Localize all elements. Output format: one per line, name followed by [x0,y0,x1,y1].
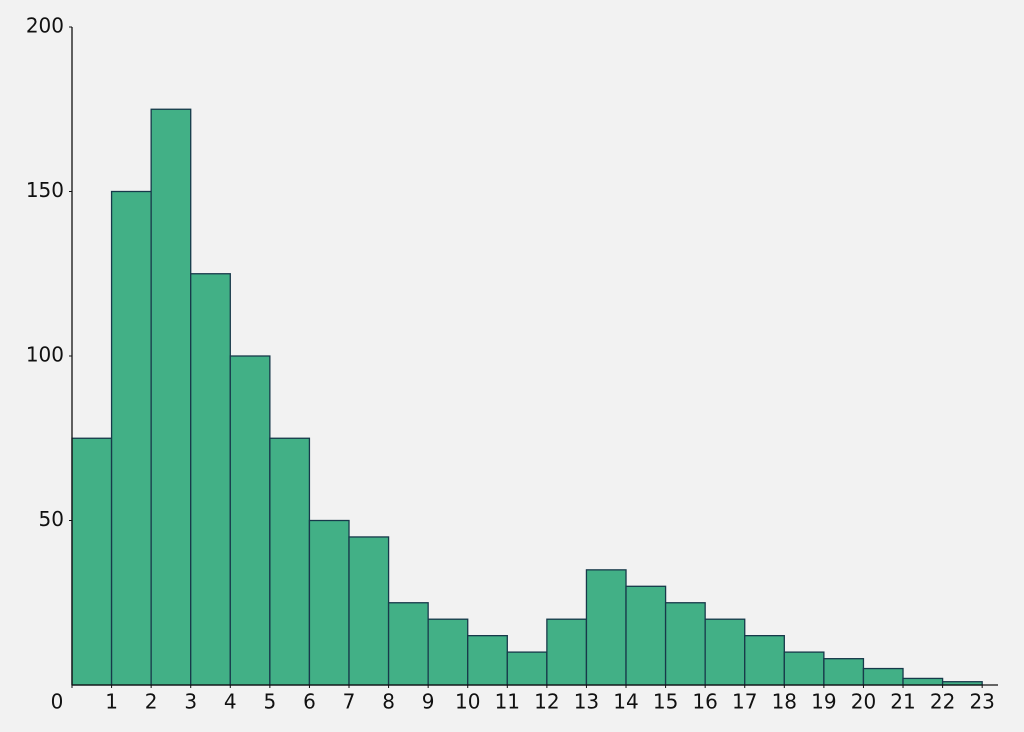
bar [625,585,667,686]
x-tick-label: 2 [145,690,158,714]
x-tick-label: 4 [224,690,237,714]
bar [902,677,944,686]
bar [71,437,113,686]
bar [783,651,825,686]
bar [704,618,746,686]
x-tick-label: 5 [263,690,276,714]
x-tick-label: 19 [811,690,836,714]
bar [387,602,429,686]
x-tick-label: 17 [732,690,757,714]
bar [190,273,231,686]
x-tick-label: 20 [851,690,876,714]
bar [269,437,311,686]
bar [506,651,548,686]
bar [348,536,390,686]
x-tick-label: 11 [495,690,520,714]
bar [862,667,904,686]
x-tick-label: 12 [534,690,559,714]
y-tick-label: 100 [26,343,64,367]
x-tick-label: 21 [890,690,915,714]
x-tick-label: 16 [692,690,717,714]
bar [467,635,508,686]
y-tick-label: 50 [39,507,64,531]
bar [546,618,588,686]
x-tick-label: 10 [455,690,480,714]
x-tick-label: 18 [772,690,797,714]
bar [664,602,706,686]
x-tick-label: 15 [653,690,678,714]
bar [229,355,271,686]
y-tick-label: 150 [26,178,64,202]
bar [110,190,152,686]
x-tick-label: 14 [613,690,638,714]
bar [744,635,785,686]
bar [427,618,469,686]
x-tick-label: 1 [105,690,118,714]
x-tick-label: 3 [184,690,197,714]
y-tick-label: 200 [26,14,64,38]
bar [585,569,627,686]
x-tick-label: 0 [51,690,64,714]
x-tick-label: 6 [303,690,316,714]
x-tick-label: 23 [969,690,994,714]
x-tick-label: 13 [574,690,599,714]
x-tick-label: 7 [343,690,356,714]
bar [308,519,350,686]
bar [150,108,192,686]
x-tick-label: 22 [930,690,955,714]
bar [823,658,865,686]
x-tick-label: 8 [382,690,395,714]
x-tick-label: 9 [422,690,435,714]
